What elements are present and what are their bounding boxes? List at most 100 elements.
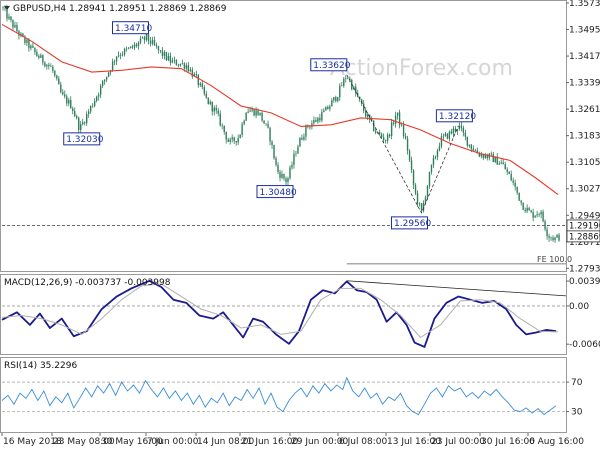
macd-pane [0,274,567,355]
candle-body [107,72,110,77]
candle-body [257,110,259,115]
swing-label: 1.32030 [66,135,103,145]
swing-label-box [256,185,294,199]
candle-body [273,144,275,159]
time-tick-label: 21 Jun 16:00 [241,437,298,447]
candle-body [2,7,4,9]
candle-body [237,138,239,143]
candle-body [193,73,196,77]
candle-body [313,120,315,124]
swing-label: 1.33620 [313,61,350,71]
candle-body [163,52,166,56]
candle-body [24,36,26,43]
candle-body [355,86,357,94]
candle-body [76,116,78,118]
candle-body [420,203,423,211]
candle-body [121,54,124,56]
candle-body [341,85,343,87]
candle-body [293,153,295,165]
candle-body [528,207,530,211]
candle-body [167,55,170,61]
candle-body [476,150,479,154]
candle-body [496,156,498,165]
swing-label-box [310,58,348,72]
candle-body [378,132,381,135]
candle-body [382,137,385,141]
candle-body [111,61,114,71]
candle-body [388,134,391,136]
price-tick-label: 1.31050 [569,158,600,168]
candle-body [299,137,301,147]
candle-body [492,154,494,163]
candle-body [113,61,116,63]
candle-body [472,148,475,151]
candle-body [380,134,383,138]
candle-body [52,66,54,71]
candle-body [227,139,229,142]
candle-body [426,185,429,198]
price-tag-label: 1.28869 [569,232,600,242]
candle-body [444,133,447,136]
candle-body [225,132,227,140]
dropdown-triangle-icon [4,6,10,10]
candle-body [331,100,333,107]
candle-body [478,153,481,157]
candle-body [97,94,100,97]
candle-body [400,125,403,126]
price-tag-box [566,230,600,243]
candle-body [103,79,106,82]
candle-body [546,229,548,237]
candle-body [512,180,514,183]
candle-body [530,210,532,212]
candle-body [301,137,303,140]
candle-body [283,174,285,179]
candle-body [66,96,68,104]
candle-body [205,93,207,98]
candle-body [466,136,469,146]
candle-body [84,122,86,124]
candle-body [169,55,172,63]
candle-body [265,123,267,125]
candle-body [315,120,317,122]
candle-body [185,65,188,69]
time-tick-label: 30 Jul 16:00 [481,437,535,447]
candle-body [89,105,92,112]
candle-body [518,192,520,201]
candle-body [16,25,18,32]
candle-body [558,234,560,241]
candle-body [253,109,255,116]
candle-body [207,97,209,104]
watermark: ActionForex.com [330,56,513,81]
candle-body [536,214,538,216]
candle-body [434,156,437,158]
candle-body [80,124,82,131]
candle-body [195,73,198,75]
candle-body [450,131,453,134]
candle-body [99,86,102,95]
candle-body [64,94,66,97]
candle-body [247,111,249,113]
candle-body [10,16,12,21]
candle-body [221,125,223,126]
price-tick-label: 1.33390 [569,79,600,89]
candle-body [62,91,64,95]
candle-body [261,112,263,121]
price-tick-label: 1.35730 [569,0,600,9]
candle-body [149,40,152,44]
rsi-pane [0,357,567,433]
candle-body [171,60,174,63]
candle-body [550,237,552,239]
candle-body [456,128,459,131]
candle-body [524,209,526,212]
rsi-layer [1,376,566,416]
candle-body [91,105,94,107]
candle-body [155,44,158,47]
candle-body [357,93,359,97]
candle-body [502,162,504,165]
candle-body [516,186,518,193]
candle-body [305,125,307,137]
time-tick-label: 7 Jun 00:00 [147,437,199,447]
candle-body [526,207,528,212]
rsi-line [1,376,557,416]
candle-body [345,78,347,80]
